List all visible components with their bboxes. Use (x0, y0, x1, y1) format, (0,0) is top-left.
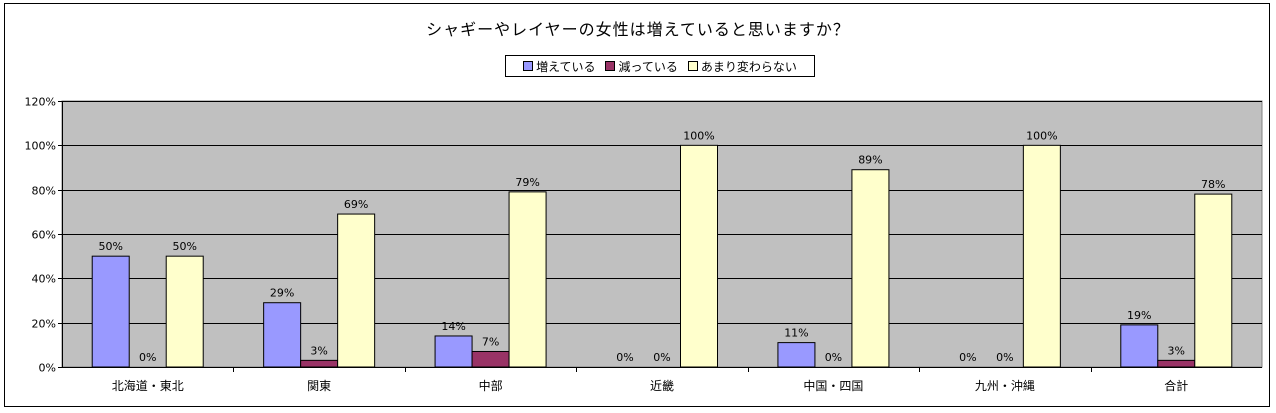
data-label: 0% (825, 351, 842, 364)
bar (1194, 193, 1233, 368)
bar (1022, 144, 1061, 368)
data-label: 100% (1026, 129, 1057, 142)
data-label: 100% (683, 129, 714, 142)
data-label: 50% (172, 240, 196, 253)
legend-swatch-unchanged (687, 61, 698, 71)
x-category-label: 近畿 (650, 379, 674, 393)
data-label: 78% (1201, 178, 1225, 191)
legend-label-increasing: 増えている (536, 59, 596, 74)
bar (1157, 359, 1196, 368)
bar (263, 302, 302, 368)
bar (851, 169, 890, 368)
data-label: 19% (1127, 309, 1151, 322)
chart-title: シャギーやレイヤーの女性は増えていると思いますか？ (426, 20, 850, 39)
legend-swatch-decreasing (605, 61, 616, 71)
y-tick-label: 100% (25, 140, 56, 153)
y-tick-label: 0% (39, 362, 56, 375)
legend-item-decreasing: 減っている (605, 58, 678, 75)
bar (508, 191, 547, 368)
data-label: 7% (482, 335, 499, 348)
bar (471, 350, 510, 368)
x-category-label: 九州・沖縄 (975, 378, 1035, 393)
y-tick-label: 120% (25, 96, 56, 109)
data-label: 89% (858, 154, 882, 167)
bar (300, 359, 339, 368)
data-label: 3% (310, 344, 327, 357)
legend-label-unchanged: あまり変わらない (700, 59, 797, 74)
data-label: 0% (616, 351, 633, 364)
y-tick-label: 80% (32, 185, 56, 198)
legend-item-increasing: 増えている (523, 58, 595, 75)
data-label: 0% (996, 351, 1013, 364)
x-category-label: 中部 (479, 378, 503, 393)
bar (337, 213, 376, 368)
data-label: 11% (784, 327, 808, 340)
data-label: 14% (441, 320, 465, 333)
legend-item-unchanged: あまり変わらない (687, 58, 797, 75)
x-category-label: 中国・四国 (803, 378, 863, 393)
data-label: 0% (139, 351, 156, 364)
chart-legend: 増えている 減っている あまり変わらない (505, 55, 815, 77)
y-tick-label: 20% (32, 318, 56, 331)
data-label: 3% (1168, 344, 1185, 357)
bar (91, 255, 130, 368)
y-tick-label: 60% (32, 229, 56, 242)
x-category-label: 北海道・東北 (112, 378, 184, 393)
y-tick-label: 40% (32, 273, 56, 286)
bar (165, 255, 204, 368)
data-label: 69% (344, 198, 368, 211)
bar (680, 144, 718, 368)
data-label: 50% (98, 240, 122, 253)
legend-label-decreasing: 減っている (618, 59, 678, 74)
bar (777, 342, 816, 368)
x-category-label: 関東 (307, 379, 331, 393)
data-label: 0% (653, 351, 670, 364)
bar (434, 335, 473, 368)
legend-swatch-increasing (523, 61, 534, 71)
x-category-label: 合計 (1164, 378, 1188, 393)
data-label: 0% (959, 351, 976, 364)
data-label: 79% (515, 176, 539, 189)
bar (1120, 324, 1159, 368)
data-label: 29% (270, 287, 294, 300)
